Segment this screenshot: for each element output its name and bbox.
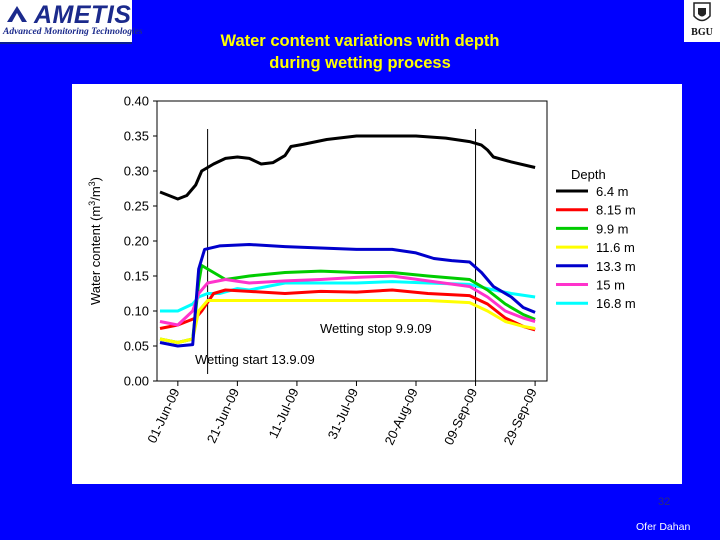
x-tick-label: 21-Jun-09 xyxy=(204,386,242,445)
legend-title: Depth xyxy=(571,167,606,182)
y-tick-label: 0.15 xyxy=(124,269,149,284)
logo-text: AMETIS xyxy=(34,1,132,29)
y-axis-label: Water content (m3/m3) xyxy=(87,177,103,305)
x-tick-label: 20-Aug-09 xyxy=(381,386,420,447)
ametis-logo-mark-icon xyxy=(7,6,27,22)
y-tick-label: 0.20 xyxy=(124,234,149,249)
bgu-text: BGU xyxy=(691,27,713,38)
water-content-chart: 0.00 0.05 0.10 0.15 0.20 0.25 0.30 0.35 0.40 01-… xyxy=(87,94,636,448)
legend: Depth 6.4 m 8.15 m 9.9 m 11.6 m 13.3 m 15 m 16… xyxy=(556,167,636,311)
x-tick-label: 01-Jun-09 xyxy=(144,386,182,445)
legend-label: 9.9 m xyxy=(596,221,629,236)
series-line-11-6-m xyxy=(159,299,536,344)
y-tick-label: 0.10 xyxy=(124,304,149,319)
y-axis: 0.00 0.05 0.10 0.15 0.20 0.25 0.30 0.35 0.40 xyxy=(124,94,157,389)
y-tick-label: 0.40 xyxy=(124,94,149,109)
x-tick-label: 31-Jul-09 xyxy=(325,386,362,441)
bgu-logo: BGU xyxy=(684,0,720,42)
legend-label: 13.3 m xyxy=(596,259,636,274)
slide-title: Water content variations with depth duri… xyxy=(150,30,570,74)
legend-label: 16.8 m xyxy=(596,296,636,311)
legend-label: 11.6 m xyxy=(596,240,635,255)
ametis-logo: AMETIS Advanced Monitoring Technologies xyxy=(0,0,143,44)
author-name: Ofer Dahan xyxy=(636,521,691,533)
y-tick-label: 0.30 xyxy=(124,164,149,179)
series-line-6-4-m xyxy=(159,134,536,201)
series-group xyxy=(159,134,536,348)
x-tick-label: 09-Sep-09 xyxy=(441,386,480,447)
bgu-emblem-icon xyxy=(693,2,711,22)
logo-subtitle: Advanced Monitoring Technologies xyxy=(3,27,143,37)
y-tick-label: 0.35 xyxy=(124,129,149,144)
title-line-2: during wetting process xyxy=(269,54,451,72)
chart-panel: 0.00 0.05 0.10 0.15 0.20 0.25 0.30 0.35 0.40 01-… xyxy=(72,84,682,484)
x-axis: 01-Jun-09 21-Jun-09 11-Jul-09 31-Jul-09 20-A… xyxy=(144,381,540,447)
plot-area: 0.00 0.05 0.10 0.15 0.20 0.25 0.30 0.35 0.40 01-… xyxy=(124,94,548,447)
y-tick-label: 0.25 xyxy=(124,199,149,214)
plot-frame xyxy=(156,100,548,382)
y-tick-label: 0.00 xyxy=(124,374,149,389)
series-line-13-3-m xyxy=(159,243,536,348)
page-number: 32 xyxy=(658,496,671,508)
y-tick-label: 0.05 xyxy=(124,339,149,354)
x-tick-label: 29-Sep-09 xyxy=(501,386,540,447)
legend-items: 6.4 m 8.15 m 9.9 m 11.6 m 13.3 m 15 m 16.8 m xyxy=(556,184,636,311)
legend-label: 8.15 m xyxy=(596,203,636,218)
legend-label: 15 m xyxy=(596,278,625,293)
title-line-1: Water content variations with depth xyxy=(220,32,500,50)
x-tick-label: 11-Jul-09 xyxy=(266,386,302,441)
annotation-wetting-stop: Wetting stop 9.9.09 xyxy=(320,321,432,336)
legend-label: 6.4 m xyxy=(596,184,629,199)
annotation-wetting-start: Wetting start 13.9.09 xyxy=(195,352,315,367)
